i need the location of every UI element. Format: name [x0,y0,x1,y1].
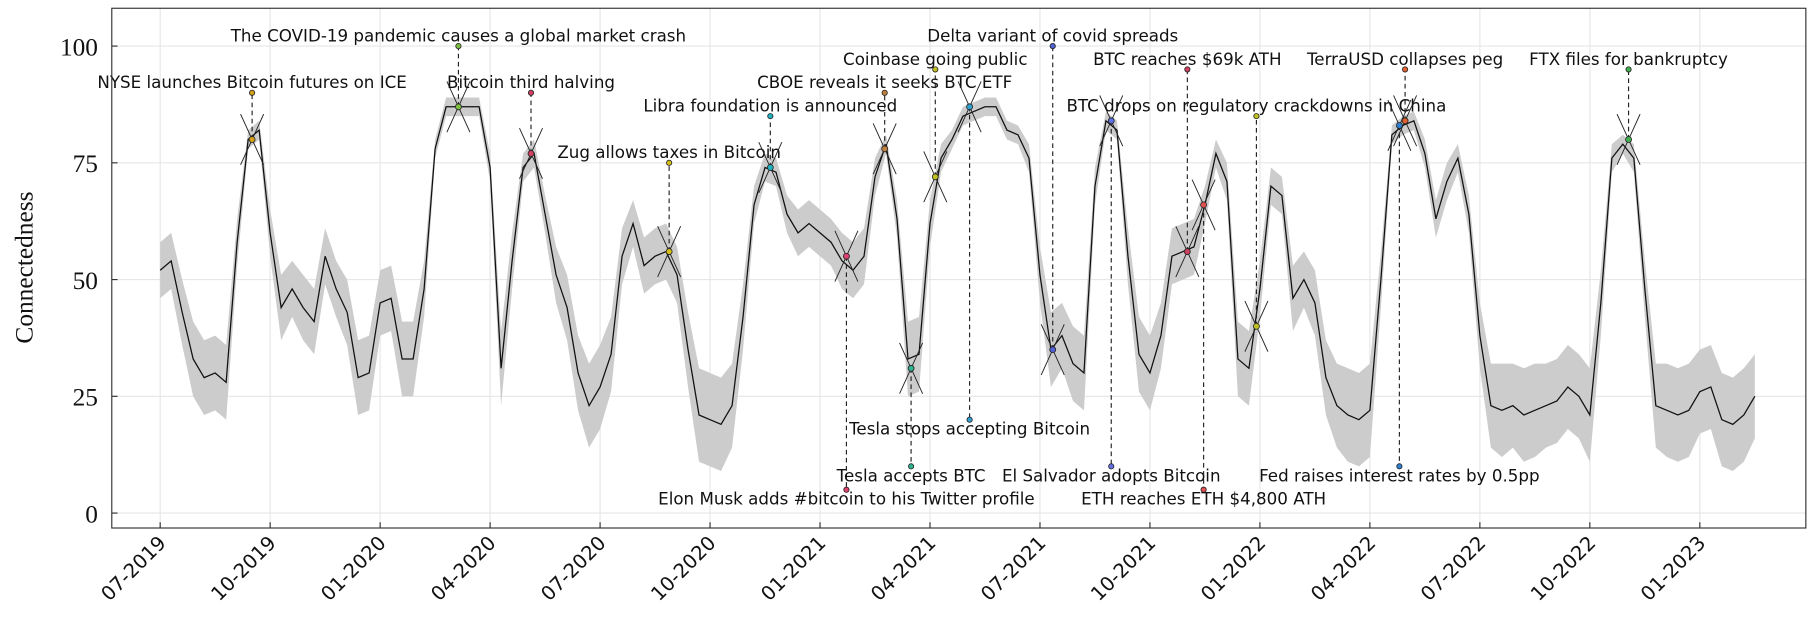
label-anchor [908,463,915,470]
x-tick-label: 10-2022 [1526,531,1600,605]
label-anchor [767,113,774,120]
annotation-label: Zug allows taxes in Bitcoin [557,142,781,162]
x-tick-label: 04-2022 [1306,531,1380,605]
label-anchor [1200,486,1207,493]
annotation-label: CBOE reveals it seeks BTC ETF [757,72,1012,92]
event-marker [248,136,256,143]
event-marker [1401,117,1409,125]
event-marker [1395,122,1403,129]
annotation-label: ETH reaches ETH $4,800 ATH [1081,489,1326,509]
label-anchor [1253,113,1260,120]
y-tick-label: 25 [73,384,98,412]
annotation-label: BTC reaches $69k ATH [1093,49,1281,69]
event-marker [527,150,535,157]
event-marker [843,252,850,260]
y-tick-label: 100 [60,33,98,61]
x-tick-label: 01-2020 [316,531,390,605]
label-anchor [966,416,973,423]
annotation-label: The COVID-19 pandemic causes a global ma… [230,25,686,45]
event-marker [1625,136,1632,143]
annotation-label: Tesla accepts BTC [836,465,986,485]
event-marker [1200,201,1208,209]
x-tick-label: 04-2021 [866,531,940,605]
x-tick-label: 10-2020 [646,531,720,605]
y-axis-label: Connectedness [10,192,38,344]
annotation-label: Fed raises interest rates by 0.5pp [1259,465,1540,485]
annotation-label: El Salvador adopts Bitcoin [1002,465,1221,485]
label-anchor [932,66,939,73]
x-tick-label: 04-2020 [426,531,500,605]
event-marker [766,164,774,171]
y-tick-label: 50 [73,267,98,295]
event-marker [907,364,915,372]
label-anchor [843,486,850,493]
label-anchor [1396,463,1403,470]
label-anchor [666,159,673,166]
x-tick-label: 07-2019 [97,531,171,605]
event-marker [881,145,889,153]
annotation-label: Delta variant of covid spreads [927,25,1178,45]
x-tick-label: 10-2019 [206,531,280,605]
plot-frame [111,7,1807,529]
x-tick-label: 01-2023 [1636,531,1710,605]
x-tick-label: 07-2021 [976,531,1050,605]
annotation-label: Bitcoin third halving [447,72,615,92]
x-tick-label: 01-2022 [1196,531,1270,605]
label-anchor [1402,66,1409,73]
event-marker [966,103,973,111]
line [159,106,1756,426]
event-marker [455,103,462,111]
label-anchor [881,89,888,96]
label-anchor [1108,463,1115,470]
annotation-label: BTC drops on regulatory crackdowns in Ch… [1066,96,1446,116]
annotation-label: NYSE launches Bitcoin futures on ICE [97,72,407,92]
label-anchor [455,43,462,50]
annotation-label: Libra foundation is announced [643,96,897,116]
event-marker [1253,322,1260,330]
label-anchor [249,89,256,96]
annotation-label: Coinbase going public [843,49,1027,69]
event-marker [1049,346,1057,354]
event-marker [931,173,939,181]
annotation-label: FTX files for bankruptcy [1529,49,1728,69]
label-anchor [1184,66,1191,73]
label-anchor [527,89,535,96]
x-tick-label: 07-2022 [1416,531,1490,605]
x-tick-label: 10-2021 [1086,531,1160,605]
event-marker [665,248,673,255]
label-anchor [1049,43,1056,50]
x-tick-label: 07-2020 [536,531,610,605]
confidence-band [160,97,1755,472]
x-tick-label: 01-2021 [756,531,830,605]
event-marker [1183,248,1191,255]
y-tick-label: 75 [73,150,98,178]
y-tick-label: 0 [85,500,98,528]
annotation-label: Elon Musk adds #bitcoin to his Twitter p… [658,489,1035,509]
annotation-label: Tesla stops accepting Bitcoin [848,419,1090,439]
annotation-label: TerraUSD collapses peg [1306,49,1503,69]
event-marker [1107,117,1115,125]
label-anchor [1625,66,1632,73]
